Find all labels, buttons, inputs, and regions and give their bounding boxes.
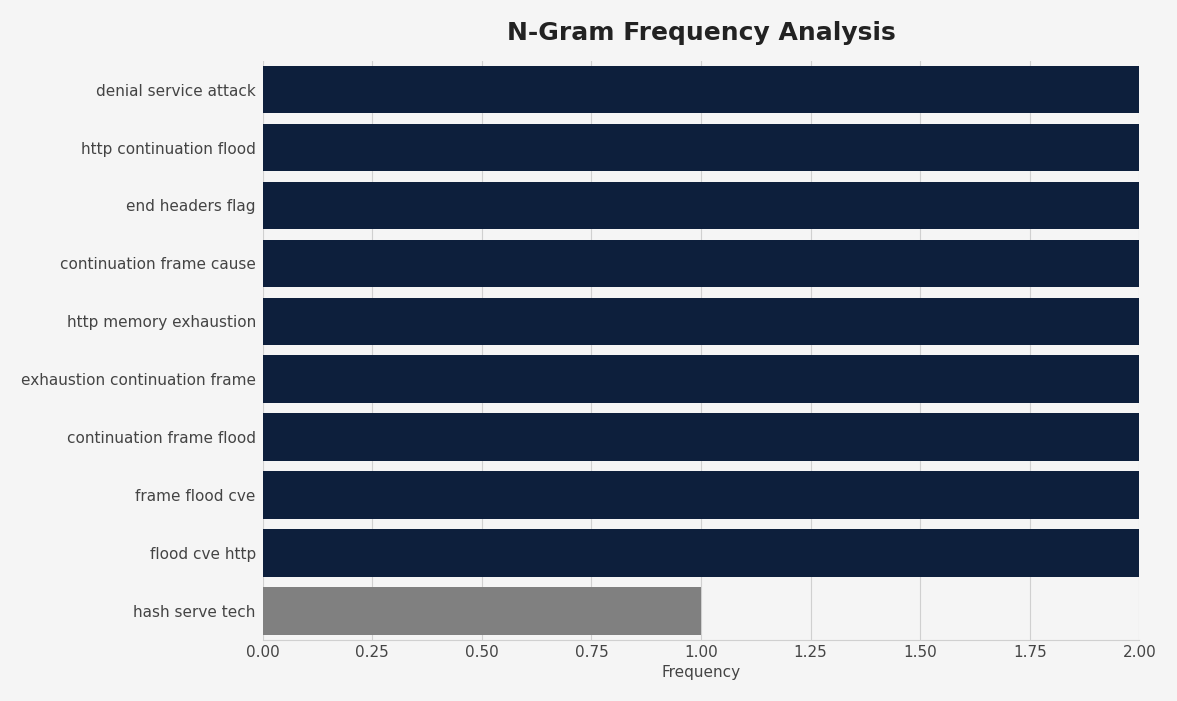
Bar bbox=[262, 297, 1139, 345]
Bar bbox=[262, 414, 1139, 461]
X-axis label: Frequency: Frequency bbox=[661, 665, 740, 680]
Bar bbox=[262, 66, 1139, 114]
Bar bbox=[262, 182, 1139, 229]
Bar bbox=[262, 240, 1139, 287]
Bar bbox=[262, 529, 1139, 577]
Bar bbox=[262, 124, 1139, 171]
Bar bbox=[262, 471, 1139, 519]
Bar bbox=[262, 355, 1139, 403]
Bar bbox=[262, 587, 701, 634]
Title: N-Gram Frequency Analysis: N-Gram Frequency Analysis bbox=[506, 21, 896, 45]
